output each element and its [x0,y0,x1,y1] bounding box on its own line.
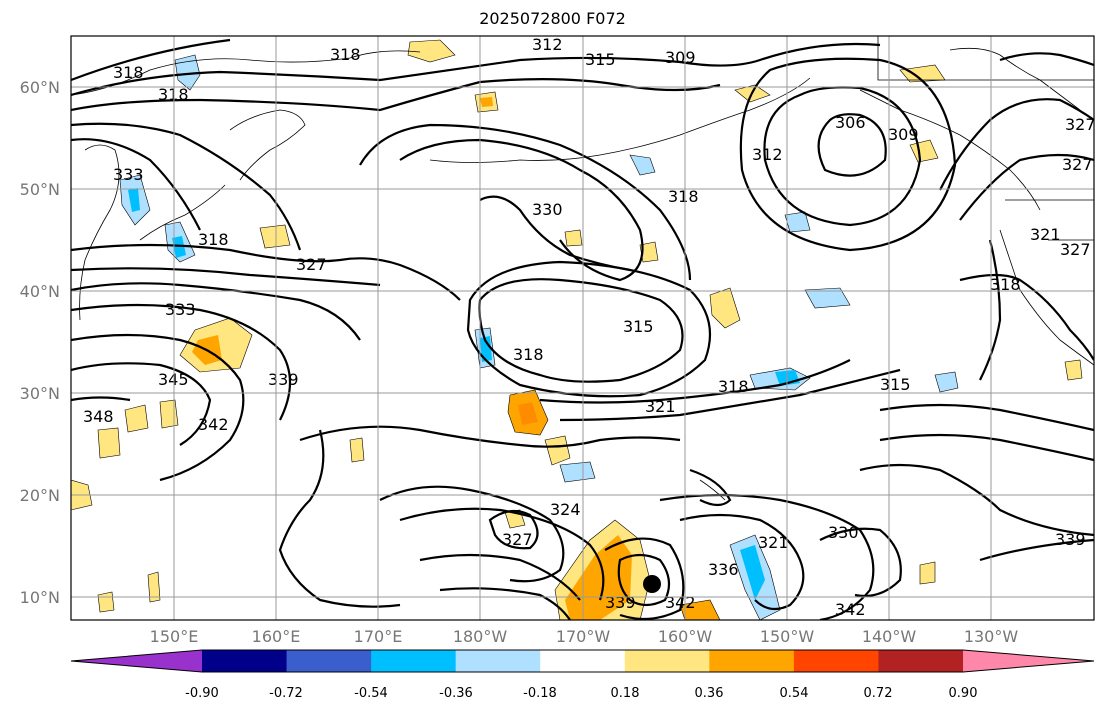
map-title: 2025072800 F072 [479,9,626,28]
colorbar-tick-label: -0.90 [185,686,219,701]
lon-label: 150°W [760,627,815,646]
contour-label: 318 [158,85,189,104]
contour-label: 318 [990,275,1021,294]
colorbar-segment [878,650,964,672]
colorbar-tick-label: -0.36 [439,686,473,701]
contour-label: 318 [668,187,699,206]
lat-label: 50°N [20,180,60,199]
lat-label: 40°N [20,282,60,301]
contour-label: 318 [113,63,144,82]
lat-label: 30°N [20,384,60,403]
contour-label: 327 [296,255,327,274]
lat-label: 60°N [20,78,60,97]
lon-label: 130°W [964,627,1019,646]
contour-label: 315 [585,50,616,69]
contour-label: 342 [665,593,696,612]
colorbar-segment [709,650,795,672]
contour-label: 309 [888,125,919,144]
colorbar-extend-min [71,650,202,672]
colorbar-outline [70,649,1095,673]
contour-label: 327 [1065,115,1096,134]
contour-label: 330 [532,200,563,219]
contour-labels: 318 318 318 312 315 309 306 309 312 318 … [83,35,1096,619]
contour-label: 312 [752,145,783,164]
contour-label: 342 [198,415,229,434]
storm-center-marker [643,575,661,593]
contour-label: 315 [623,317,654,336]
colorbar-tick-label: 0.54 [780,686,809,701]
shaded-anomalies [71,39,1083,620]
coastlines [71,36,1094,501]
colorbar-tick-label: -0.72 [269,686,303,701]
contour-label: 318 [718,377,749,396]
contour-label: 306 [835,113,866,132]
colorbar-segment [540,650,626,672]
contour-label: 324 [550,500,581,519]
contour-label: 339 [268,370,299,389]
colorbar [70,649,1095,673]
contour-label: 339 [605,593,636,612]
colorbar-segment [455,650,541,672]
contour-label: 342 [835,600,866,619]
lon-label: 180°W [453,627,508,646]
contour-label: 321 [645,397,676,416]
contour-label: 315 [880,375,911,394]
contour-label: 348 [83,407,114,426]
contour-label: 318 [513,345,544,364]
contour-label: 309 [665,48,696,67]
colorbar-segment [202,650,288,672]
colorbar-tick-label: -0.54 [354,686,388,701]
colorbar-tick-label: 0.90 [949,686,978,701]
contour-label: 321 [1030,225,1061,244]
colorbar-tick-label: 0.18 [611,686,640,701]
map-border [70,35,1095,621]
lon-label: 160°E [252,627,301,646]
contour-label: 336 [708,560,739,579]
contour-label: 318 [198,230,229,249]
contour-label: 318 [330,45,361,64]
lon-label: 170°E [354,627,403,646]
colorbar-tick-label: 0.36 [695,686,724,701]
contour-label: 327 [1060,240,1091,259]
lon-label: 160°W [658,627,713,646]
contour-label: 321 [758,533,789,552]
contour-label: 330 [828,523,859,542]
contour-label: 327 [1062,155,1093,174]
contour-label: 345 [158,370,189,389]
contour-label: 327 [502,530,533,549]
contour-label: 339 [1055,530,1086,549]
height-contours [71,38,1094,620]
longitude-labels: 150°E 160°E 170°E 180°W 170°W 160°W 150°… [150,627,1019,646]
lat-label: 20°N [20,486,60,505]
colorbar-segment [793,650,879,672]
contour-label: 333 [165,300,196,319]
latitude-labels: 60°N 50°N 40°N 30°N 20°N 10°N [20,78,60,607]
colorbar-tick-label: -0.18 [523,686,557,701]
colorbar-extend-max [963,650,1094,672]
lat-label: 10°N [20,588,60,607]
colorbar-tick-labels: -0.90 -0.72 -0.54 -0.36 -0.18 0.18 0.36 … [185,686,977,701]
gridlines [71,36,1094,620]
colorbar-tick-label: 0.72 [864,686,893,701]
colorbar-segment [371,650,457,672]
lon-label: 170°W [556,627,611,646]
colorbar-segment [624,650,710,672]
contour-label: 312 [532,35,563,54]
lon-label: 150°E [150,627,199,646]
colorbar-segment [286,650,372,672]
lon-label: 140°W [862,627,917,646]
contour-label: 333 [113,165,144,184]
